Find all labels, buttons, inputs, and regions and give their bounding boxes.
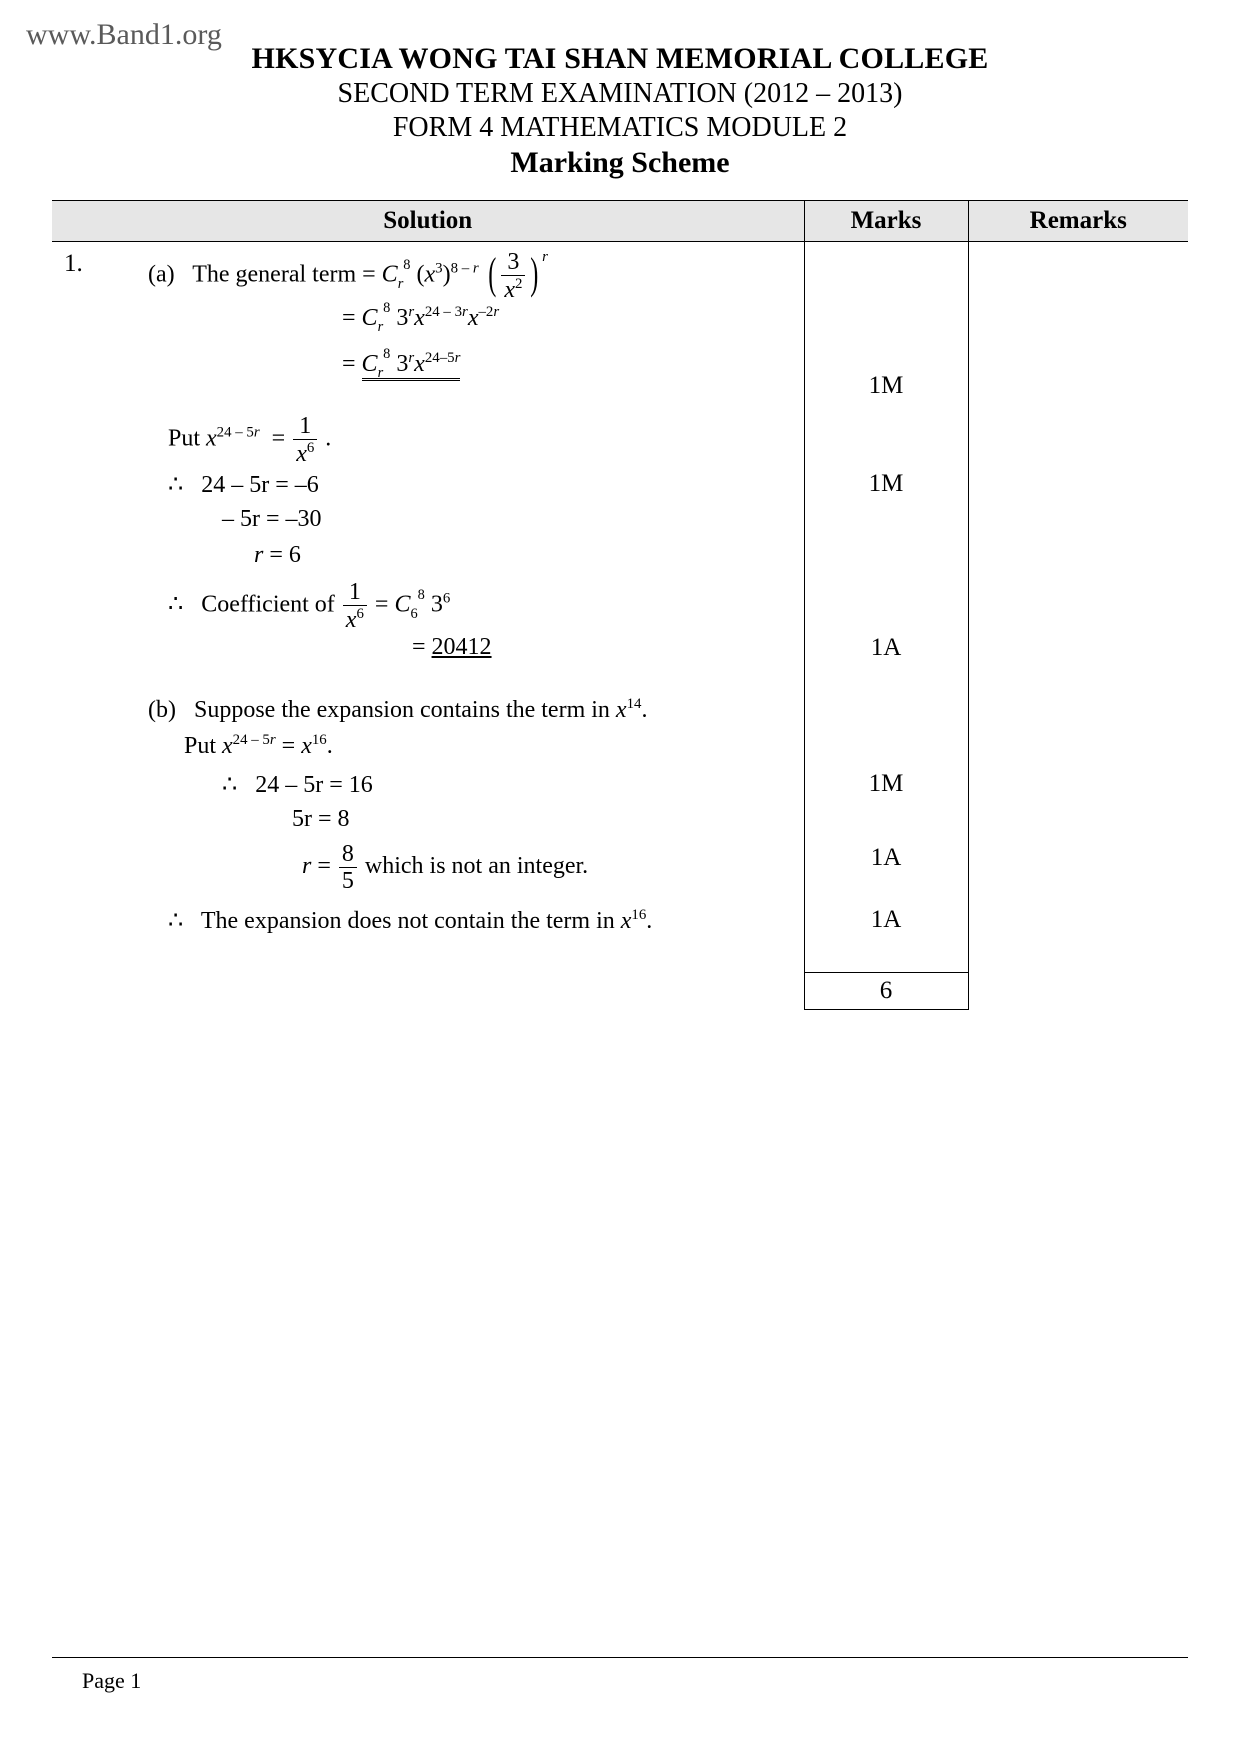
eq-text: 5r = 8 [292, 806, 350, 832]
eq-text: 24 – 5r = –6 [201, 472, 319, 498]
eq-text: 24 – 5r = 16 [255, 772, 373, 798]
q1b-suppose: Suppose the expansion contains the term … [194, 697, 616, 723]
q1b-put: Put x24 – 5r = x16. [184, 732, 804, 760]
therefore-symbol: ∴ [222, 772, 237, 798]
q1a-eq1: ∴ 24 – 5r = –6 [168, 470, 804, 499]
q1a-eq3: r = 6 [254, 542, 804, 569]
marks-cell: 1M 1M 1A 1M 1A 1A [805, 242, 968, 972]
col-header-solution: Solution [52, 201, 804, 242]
q1a-put: Put x24 – 5r = 1x6 . [168, 414, 804, 466]
coef-label: Coefficient of [201, 592, 341, 618]
mark-5: 1A [805, 844, 968, 872]
mark-1: 1M [805, 372, 968, 400]
q1b-eq3: r = 85 which is not an integer. [302, 842, 804, 893]
solution-cell: 1. (a) The general term = Cr8 (x3)8 – r … [52, 242, 804, 992]
therefore-symbol: ∴ [168, 472, 183, 498]
marking-table: Solution Marks Remarks 1. (a) The genera… [52, 200, 1188, 1010]
q1a-line3: = Cr8 3rx24–5r [342, 350, 804, 378]
footer-rule [52, 1657, 1188, 1658]
footer-page: Page 1 [82, 1668, 141, 1694]
mark-3: 1A [805, 634, 968, 662]
put-label: Put [184, 733, 222, 759]
question-number: 1. [64, 250, 83, 278]
q1a-line1: (a) The general term = Cr8 (x3)8 – r (3x… [148, 250, 804, 302]
col-header-marks: Marks [804, 201, 968, 242]
part-a-label: (a) [148, 262, 175, 288]
marks-total: 6 [805, 972, 968, 1010]
mark-6: 1A [805, 906, 968, 934]
therefore-symbol: ∴ [168, 592, 183, 618]
q1b-eq1: ∴ 24 – 5r = 16 [222, 770, 804, 799]
col-header-remarks: Remarks [968, 201, 1188, 242]
q1b-not-integer: which is not an integer. [365, 853, 588, 879]
q1b-final-text: The expansion does not contain the term … [201, 908, 621, 934]
mark-4: 1M [805, 770, 968, 798]
header-module: FORM 4 MATHEMATICS MODULE 2 [0, 112, 1240, 144]
mark-2: 1M [805, 470, 968, 498]
q1b-line1: (b) Suppose the expansion contains the t… [148, 696, 804, 724]
q1a-coef: ∴ Coefficient of 1x6 = C68 36 [168, 580, 804, 632]
therefore-symbol: ∴ [168, 908, 183, 934]
eq-text: – 5r = –30 [222, 506, 322, 532]
header-exam: SECOND TERM EXAMINATION (2012 – 2013) [0, 78, 1240, 110]
header-scheme: Marking Scheme [0, 146, 1240, 180]
q1b-final: ∴ The expansion does not contain the ter… [168, 906, 804, 935]
part-b-label: (b) [148, 697, 176, 723]
q1a-result: = 20412 [412, 634, 804, 661]
put-label: Put [168, 426, 206, 452]
remarks-cell [969, 242, 1189, 972]
q1a-eq2: – 5r = –30 [222, 506, 804, 533]
q1a-line2: = Cr8 3rx24 – 3rx–2r [342, 304, 804, 332]
watermark-text: www.Band1.org [26, 18, 222, 52]
q1a-general-term-prefix: The general term = [192, 262, 381, 288]
q1b-eq2: 5r = 8 [292, 806, 804, 833]
